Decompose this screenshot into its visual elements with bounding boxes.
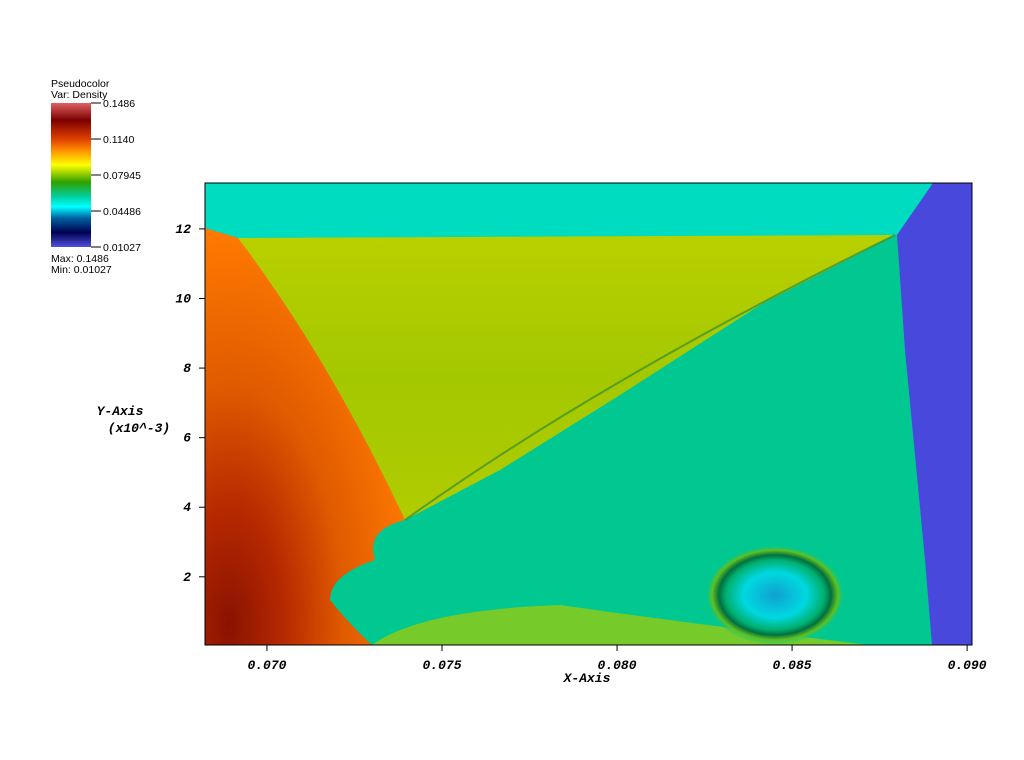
y-tick-label: 4 (183, 500, 191, 515)
colorbar-tick-label: 0.1140 (103, 134, 134, 146)
field-hot (205, 228, 405, 645)
y-tick-label: 2 (183, 570, 191, 585)
field-inflow (205, 183, 933, 238)
x-tick-label: 0.090 (948, 658, 987, 673)
y-axis-scale: (x10^-3) (108, 421, 170, 436)
density-field (205, 183, 972, 645)
colorbar-tick-label: 0.04486 (103, 206, 141, 218)
colorbar-tick-label: 0.01027 (103, 242, 141, 254)
colorbar-tick-label: 0.07945 (103, 170, 141, 182)
colorbar (51, 103, 91, 247)
x-tick-label: 0.085 (773, 658, 812, 673)
x-tick-label: 0.075 (422, 658, 461, 673)
colorbar-tick-label: 0.1486 (103, 98, 135, 110)
plot-frame (204, 182, 973, 646)
legend-max: Max: 0.1486 (51, 253, 109, 265)
legend-min: Min: 0.01027 (51, 264, 112, 276)
y-tick-label: 10 (175, 292, 191, 307)
legend-plot: Pseudocolor (51, 78, 110, 90)
x-tick-label: 0.070 (247, 658, 286, 673)
y-tick-label: 6 (183, 431, 191, 446)
field-vortex (705, 545, 845, 645)
field-wedge (238, 235, 895, 520)
legend-variable: Var: Density (51, 89, 108, 101)
x-tick-label: 0.080 (598, 658, 637, 673)
y-tick-label: 12 (175, 222, 191, 237)
field-slip-line (404, 234, 896, 521)
y-axis-title: Y-Axis (97, 404, 144, 419)
field-cold (897, 183, 972, 645)
x-axis-title: X-Axis (563, 671, 611, 686)
y-tick-label: 8 (183, 361, 191, 376)
